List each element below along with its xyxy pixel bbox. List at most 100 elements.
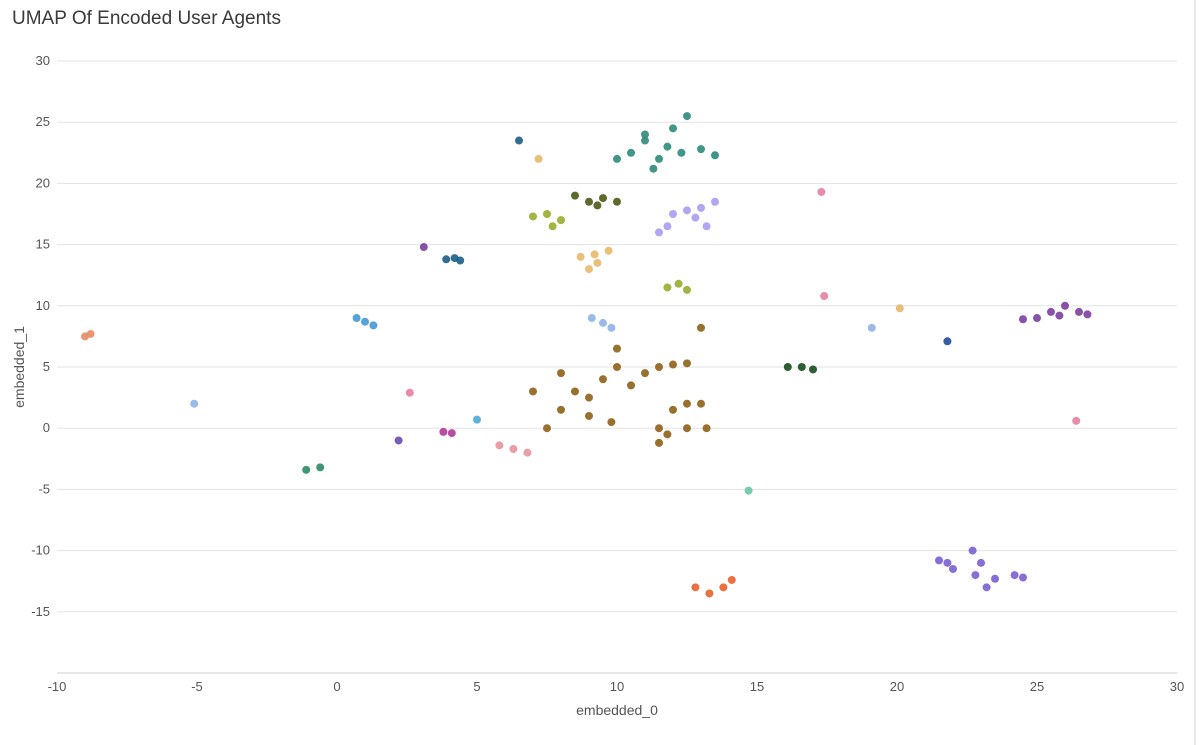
scatter-point[interactable]	[405, 388, 414, 397]
scatter-point[interactable]	[744, 486, 753, 495]
scatter-point[interactable]	[895, 304, 904, 313]
scatter-point[interactable]	[783, 363, 792, 371]
scatter-point[interactable]	[529, 212, 537, 221]
scatter-point[interactable]	[809, 365, 817, 374]
scatter-point[interactable]	[557, 405, 565, 414]
scatter-point[interactable]	[943, 337, 952, 346]
scatter-point[interactable]	[663, 430, 672, 439]
scatter-point[interactable]	[1033, 314, 1041, 323]
scatter-point[interactable]	[669, 405, 677, 414]
scatter-point[interactable]	[641, 136, 649, 145]
scatter-point[interactable]	[797, 363, 806, 371]
scatter-point[interactable]	[677, 148, 686, 157]
scatter-point[interactable]	[627, 148, 635, 157]
scatter-point[interactable]	[352, 314, 361, 323]
scatter-point[interactable]	[190, 399, 199, 408]
scatter-point[interactable]	[711, 197, 719, 206]
scatter-point[interactable]	[613, 363, 621, 371]
scatter-point[interactable]	[641, 130, 649, 139]
scatter-point[interactable]	[302, 465, 311, 474]
scatter-point[interactable]	[613, 154, 621, 163]
scatter-point[interactable]	[604, 246, 613, 255]
scatter-point[interactable]	[702, 424, 711, 433]
scatter-point[interactable]	[534, 154, 543, 163]
scatter-point[interactable]	[571, 191, 579, 200]
scatter-point[interactable]	[655, 154, 663, 163]
scatter-point[interactable]	[977, 558, 985, 567]
scatter-point[interactable]	[369, 321, 378, 330]
scatter-point[interactable]	[1047, 307, 1055, 316]
scatter-point[interactable]	[655, 438, 663, 447]
scatter-point[interactable]	[543, 424, 551, 433]
scatter-point[interactable]	[663, 142, 672, 151]
scatter-point[interactable]	[599, 194, 607, 203]
scatter-point[interactable]	[867, 323, 876, 332]
scatter-point[interactable]	[585, 393, 593, 402]
scatter-point[interactable]	[599, 375, 607, 384]
scatter-point[interactable]	[1019, 315, 1027, 324]
scatter-point[interactable]	[669, 210, 677, 218]
scatter-point[interactable]	[1075, 307, 1083, 316]
scatter-point[interactable]	[590, 250, 599, 259]
scatter-point[interactable]	[820, 292, 829, 301]
scatter-point[interactable]	[394, 436, 403, 445]
scatter-point[interactable]	[705, 589, 714, 598]
scatter-point[interactable]	[674, 279, 683, 288]
scatter-point[interactable]	[607, 323, 616, 332]
scatter-point[interactable]	[683, 424, 691, 433]
scatter-point[interactable]	[316, 463, 325, 472]
scatter-point[interactable]	[702, 222, 711, 231]
scatter-point[interactable]	[719, 583, 728, 592]
scatter-point[interactable]	[585, 265, 593, 274]
scatter-point[interactable]	[361, 317, 369, 326]
scatter-point[interactable]	[439, 427, 448, 436]
scatter-point[interactable]	[691, 213, 700, 222]
scatter-point[interactable]	[669, 360, 677, 369]
scatter-point[interactable]	[585, 411, 593, 420]
scatter-point[interactable]	[515, 136, 523, 145]
scatter-point[interactable]	[971, 571, 980, 580]
scatter-point[interactable]	[571, 387, 579, 396]
scatter-point[interactable]	[1083, 310, 1092, 319]
scatter-point[interactable]	[663, 222, 672, 231]
scatter-point[interactable]	[548, 222, 557, 231]
scatter-point[interactable]	[697, 203, 705, 212]
scatter-point[interactable]	[982, 583, 991, 592]
scatter-point[interactable]	[557, 216, 565, 225]
scatter-point[interactable]	[655, 424, 663, 433]
scatter-point[interactable]	[1055, 311, 1064, 320]
scatter-point[interactable]	[683, 285, 691, 294]
scatter-point[interactable]	[663, 283, 672, 292]
scatter-point[interactable]	[627, 381, 635, 390]
scatter-point[interactable]	[697, 399, 705, 408]
scatter-point[interactable]	[576, 252, 585, 261]
scatter-point[interactable]	[697, 323, 705, 332]
scatter-point[interactable]	[691, 583, 700, 592]
scatter-point[interactable]	[949, 564, 957, 573]
scatter-point[interactable]	[585, 197, 593, 206]
scatter-point[interactable]	[419, 243, 428, 252]
scatter-point[interactable]	[442, 255, 451, 264]
scatter-point[interactable]	[456, 256, 465, 265]
scatter-point[interactable]	[593, 258, 602, 267]
scatter-point[interactable]	[529, 387, 537, 396]
scatter-point[interactable]	[935, 556, 943, 565]
scatter-point[interactable]	[968, 546, 977, 555]
scatter-point[interactable]	[641, 369, 649, 378]
scatter-point[interactable]	[817, 187, 826, 196]
scatter-point[interactable]	[1019, 573, 1027, 582]
scatter-point[interactable]	[599, 318, 607, 327]
scatter-point[interactable]	[943, 558, 952, 567]
scatter-point[interactable]	[607, 418, 616, 427]
scatter-point[interactable]	[655, 228, 663, 237]
scatter-point[interactable]	[711, 151, 719, 160]
scatter-point[interactable]	[473, 415, 481, 424]
scatter-point[interactable]	[649, 164, 658, 173]
scatter-point[interactable]	[697, 145, 705, 154]
scatter-point[interactable]	[683, 112, 691, 121]
scatter-point[interactable]	[1010, 571, 1019, 580]
scatter-point[interactable]	[86, 329, 95, 338]
scatter-point[interactable]	[613, 197, 621, 206]
scatter-point[interactable]	[655, 363, 663, 371]
